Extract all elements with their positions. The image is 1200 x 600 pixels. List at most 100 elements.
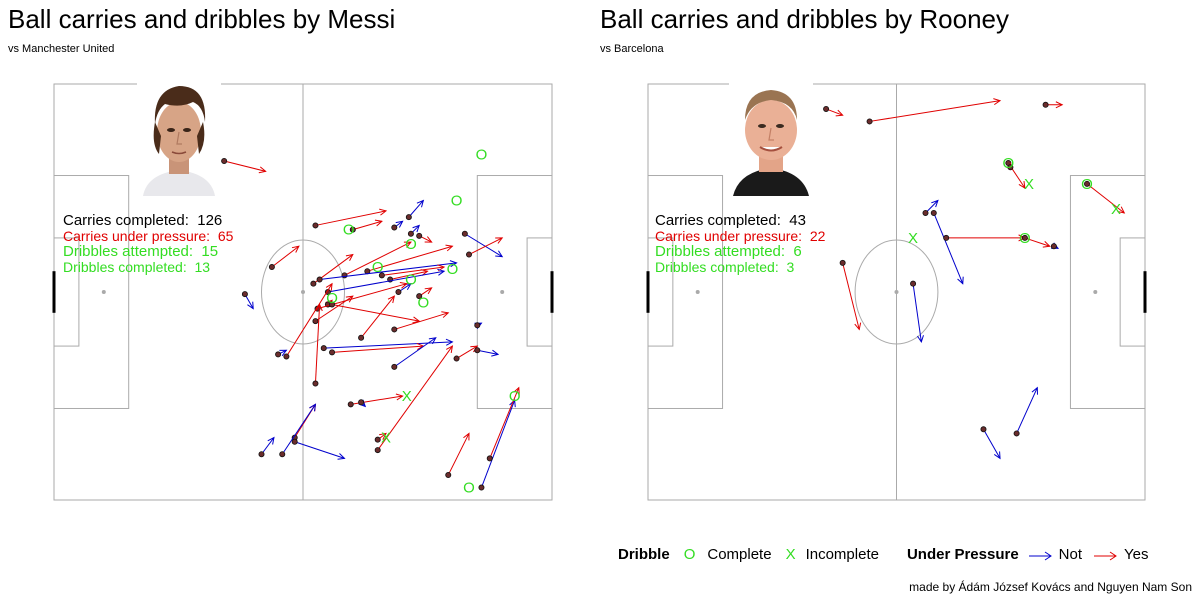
carries-under-pressure-value: 65 [217, 227, 234, 244]
carry-arrowhead [1031, 386, 1038, 395]
carry-arrowhead [345, 295, 354, 303]
carry-start-point [465, 251, 472, 258]
carry-arrow [1005, 162, 1014, 171]
carry-arrow [839, 259, 862, 331]
carry-start-point [407, 230, 414, 237]
carry-arrow [416, 232, 433, 243]
carry-line [408, 200, 424, 218]
centre-circle [261, 239, 345, 345]
carry-arrow [241, 291, 254, 310]
chart-title-rooney: Ball carries and dribbles by Rooney [600, 4, 1009, 34]
carry-line [1086, 183, 1125, 214]
carry-start-point [453, 355, 460, 362]
dribble-complete-marker: O [405, 272, 417, 289]
carry-arrowhead [445, 244, 454, 252]
legend-not-label: Not [1058, 546, 1083, 563]
dribbles-attempted-stat: Dribbles attempted: 15 [63, 244, 233, 260]
carries-under-pressure-value: 22 [809, 227, 826, 244]
carry-arrow [374, 345, 454, 454]
carry-line [381, 266, 445, 276]
dribble-complete-marker: O [476, 147, 488, 164]
carry-line [1016, 387, 1038, 434]
carry-arrowhead [279, 349, 288, 357]
dribble-incomplete-marker: X [908, 230, 918, 247]
carry-arrow [474, 347, 500, 357]
carry-arrow [465, 237, 504, 258]
carry-arrow [312, 208, 388, 229]
dribble-incomplete-marker: X [402, 388, 412, 405]
carry-start-point [347, 401, 354, 408]
carry-arrow [910, 280, 924, 344]
carry-start-point [823, 105, 830, 112]
carry-start-point [358, 399, 365, 406]
carry-arrow [866, 98, 1002, 125]
dribbles-attempted-label: Dribbles attempted: [63, 243, 194, 260]
left-penalty-box [647, 175, 724, 409]
carry-line [394, 312, 449, 330]
carry-start-point [922, 209, 929, 216]
carry-arrowhead [412, 316, 421, 324]
carry-arrow [461, 230, 504, 258]
carry-line [281, 404, 316, 455]
carry-arrow [930, 209, 964, 285]
carry-start-point [980, 426, 987, 433]
carries-completed-value: 43 [789, 212, 806, 229]
carry-line [332, 345, 424, 353]
carry-start-point [395, 288, 402, 295]
carry-line [331, 303, 420, 322]
carry-arrowhead [931, 199, 939, 208]
carry-start-point [275, 351, 282, 358]
dribble-complete-marker: O [343, 222, 355, 239]
carry-line [480, 399, 516, 488]
carry-line [224, 160, 266, 172]
carry-arrow [391, 311, 450, 333]
dribbles-completed-value: 13 [194, 258, 211, 275]
carry-arrow [407, 224, 421, 237]
dribbles-attempted-value: 15 [201, 243, 219, 260]
legend-yes-label: Yes [1124, 546, 1149, 563]
dribbles-completed-value: 3 [786, 258, 795, 275]
carry-line [360, 295, 395, 339]
carries-completed-value: 126 [197, 212, 223, 229]
carry-arrow [980, 426, 1001, 460]
carries-under-pressure-stat: Carries under pressure: 65 [63, 227, 234, 245]
carry-line [912, 283, 922, 342]
carries-completed-stat: Carries completed: 126 [63, 213, 233, 229]
carry-arrowhead [395, 220, 404, 228]
carry-arrowhead [416, 199, 425, 208]
carry-arrowhead [993, 451, 1001, 460]
carry-line [327, 270, 445, 293]
dribble-complete-marker: O [1002, 155, 1014, 172]
chart-title-messi: Ball carries and dribbles by Messi [8, 4, 396, 34]
dribbles-completed-stat: Dribbles completed: 13 [63, 258, 233, 276]
carry-line [261, 437, 275, 455]
dribbles-completed-label: Dribbles completed: [63, 258, 187, 275]
carry-line [390, 270, 428, 281]
carry-start-point [1050, 243, 1057, 250]
dribble-complete-marker: O [372, 259, 384, 276]
carry-start-point [839, 259, 846, 266]
carry-arrowhead [345, 253, 354, 261]
carries-under-pressure-label: Carries under pressure: [63, 227, 211, 244]
dribble-complete-marker: O [447, 261, 459, 278]
carry-arrowhead [379, 208, 388, 216]
carries-completed-label: Carries completed: [63, 212, 189, 229]
left-penalty-spot [101, 290, 106, 294]
carry-start-point [349, 226, 356, 233]
carry-arrowhead [379, 432, 387, 440]
carry-arrowhead [957, 276, 964, 285]
carry-arrowhead [428, 337, 437, 345]
carry-line [464, 233, 503, 258]
carry-start-point [486, 455, 493, 462]
carry-start-point [241, 291, 248, 298]
carry-arrow [474, 322, 483, 330]
legend-complete-symbol: O [683, 546, 696, 563]
carry-arrowhead [309, 403, 317, 412]
carry-arrowhead [854, 322, 862, 331]
carry-arrow [416, 287, 433, 300]
carry-line [314, 304, 321, 384]
carry-arrowhead [993, 98, 1002, 106]
